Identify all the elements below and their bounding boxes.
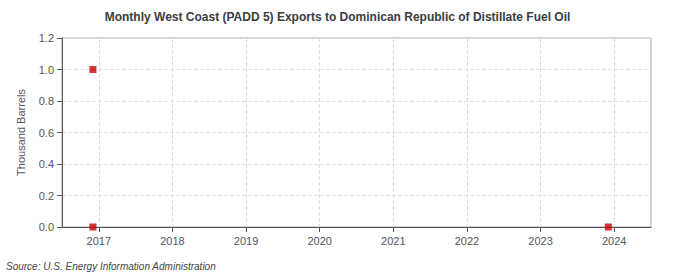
svg-text:2024: 2024 [602,235,626,247]
svg-text:Source: U.S. Energy Informatio: Source: U.S. Energy Information Administ… [6,261,216,272]
svg-text:2018: 2018 [160,235,184,247]
svg-text:0.2: 0.2 [39,190,54,202]
svg-text:2017: 2017 [87,235,111,247]
svg-text:0.0: 0.0 [39,221,54,233]
svg-text:0.4: 0.4 [39,158,54,170]
svg-text:2021: 2021 [381,235,405,247]
svg-text:0.8: 0.8 [39,95,54,107]
svg-text:1.2: 1.2 [39,32,54,44]
svg-text:1.0: 1.0 [39,64,54,76]
svg-text:2022: 2022 [455,235,479,247]
svg-text:2020: 2020 [307,235,331,247]
svg-text:Thousand Barrels: Thousand Barrels [15,89,27,176]
svg-text:2023: 2023 [528,235,552,247]
svg-text:Monthly West Coast (PADD 5) Ex: Monthly West Coast (PADD 5) Exports to D… [105,10,571,24]
svg-text:2019: 2019 [234,235,258,247]
svg-text:0.6: 0.6 [39,127,54,139]
